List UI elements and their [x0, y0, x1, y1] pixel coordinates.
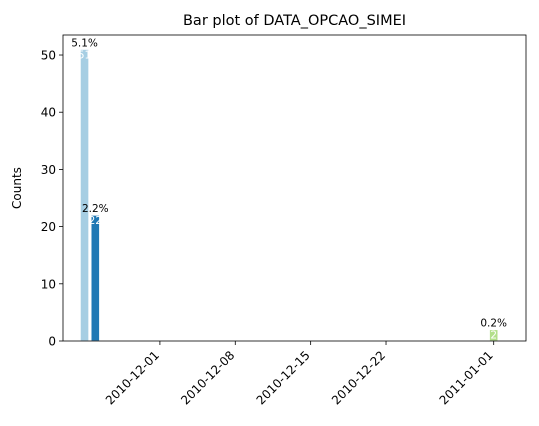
x-tick-label-3: 2010-12-22 [329, 348, 388, 407]
y-tick-label-5: 50 [41, 49, 56, 63]
bar-value-label-1: 22 [89, 215, 102, 227]
y-tick-label-3: 30 [41, 163, 56, 177]
bar-value-label-0: 51 [78, 49, 91, 61]
bar-0 [79, 48, 90, 342]
x-tick-label-1: 2010-12-08 [178, 348, 237, 407]
y-tick-label-2: 20 [41, 220, 56, 234]
axes-layer: 0 10 20 30 40 50 2010-12-01 2010-12-08 2010-12-1… [41, 34, 527, 407]
plot-frame [62, 34, 527, 342]
chart-title: Bar plot of DATA_OPCAO_SIMEI [183, 13, 406, 29]
y-axis-label: Counts [10, 167, 24, 209]
labels-layer: 515.1% 222.2% 20.2% [71, 37, 507, 341]
x-tick-label-2: 2010-12-15 [254, 348, 313, 407]
bar-percent-label-0: 5.1% [71, 37, 98, 49]
bar-1 [90, 214, 101, 342]
y-tick-label-4: 40 [41, 106, 56, 120]
y-tick-label-1: 10 [41, 277, 56, 291]
x-tick-label-0: 2010-12-01 [103, 348, 162, 407]
bars-layer [79, 48, 499, 342]
bar-percent-label-1: 2.2% [82, 203, 109, 215]
bar-percent-label-2: 0.2% [480, 318, 507, 330]
x-tick-label-4: 2011-01-01 [437, 348, 496, 407]
bar-value-label-2: 2 [490, 330, 497, 342]
y-tick-label-0: 0 [48, 335, 56, 349]
